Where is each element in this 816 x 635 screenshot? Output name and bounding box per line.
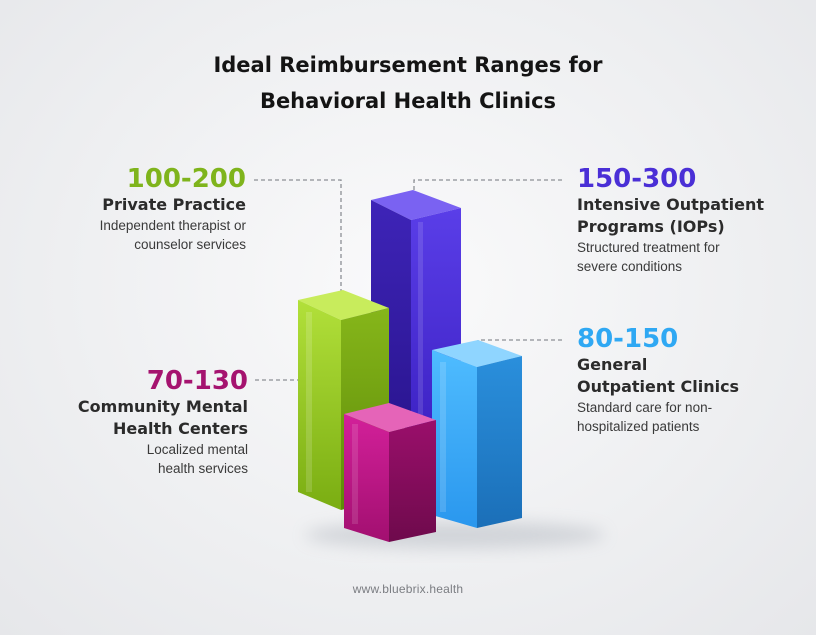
range-value: 80-150 (577, 324, 679, 354)
series-name: Community Mental (77, 397, 248, 416)
series-name: Health Centers (112, 419, 248, 438)
series-description: Standard care for non- (577, 400, 713, 415)
bar-side-face (344, 414, 389, 542)
series-description: hospitalized patients (577, 419, 700, 434)
bar-side-face (432, 350, 477, 528)
series-description: Localized mental (146, 442, 248, 457)
bar-top-face (344, 403, 436, 432)
connector-iop (413, 179, 562, 200)
bar-top-face (298, 290, 389, 320)
chart-title-line-2: Behavioral Health Clinics (259, 89, 557, 113)
label-private-practice: 100-200 Private Practice Independent the… (6, 164, 246, 254)
series-name: Intensive Outpatient (577, 195, 765, 214)
range-value: 100-200 (126, 164, 246, 194)
bar-general-outpatient (432, 340, 522, 528)
label-community-mental-health: 70-130 Community Mental Health Centers L… (8, 366, 248, 478)
series-name: Programs (IOPs) (577, 217, 725, 236)
label-general-outpatient: 80-150 General Outpatient Clinics Standa… (577, 324, 807, 436)
connector-private-practice (254, 179, 342, 300)
range-value: 70-130 (146, 366, 248, 396)
bar-front-face (477, 356, 522, 528)
bar-highlight (352, 424, 358, 524)
series-name: General (577, 355, 648, 374)
series-name: Outpatient Clinics (577, 377, 740, 396)
label-intensive-outpatient: 150-300 Intensive Outpatient Programs (I… (577, 164, 807, 276)
series-name: Private Practice (102, 195, 246, 214)
bar-side-face (298, 300, 341, 510)
series-description: severe conditions (577, 259, 683, 274)
series-description: health services (157, 461, 248, 476)
bar-highlight (440, 362, 446, 512)
footer-url: www.bluebrix.health (352, 582, 464, 596)
bar-front-face (389, 420, 436, 542)
series-description: Structured treatment for (577, 240, 720, 255)
bar-top-face (371, 190, 461, 220)
series-description: Independent therapist or (99, 218, 246, 233)
range-value: 150-300 (577, 164, 697, 194)
bar-highlight (306, 312, 312, 492)
chart-title-line-1: Ideal Reimbursement Ranges for (213, 53, 603, 77)
series-description: counselor services (134, 237, 246, 252)
bar-community-mental-health (344, 403, 436, 542)
bar-highlight (418, 222, 423, 422)
bar-top-face (432, 340, 522, 367)
